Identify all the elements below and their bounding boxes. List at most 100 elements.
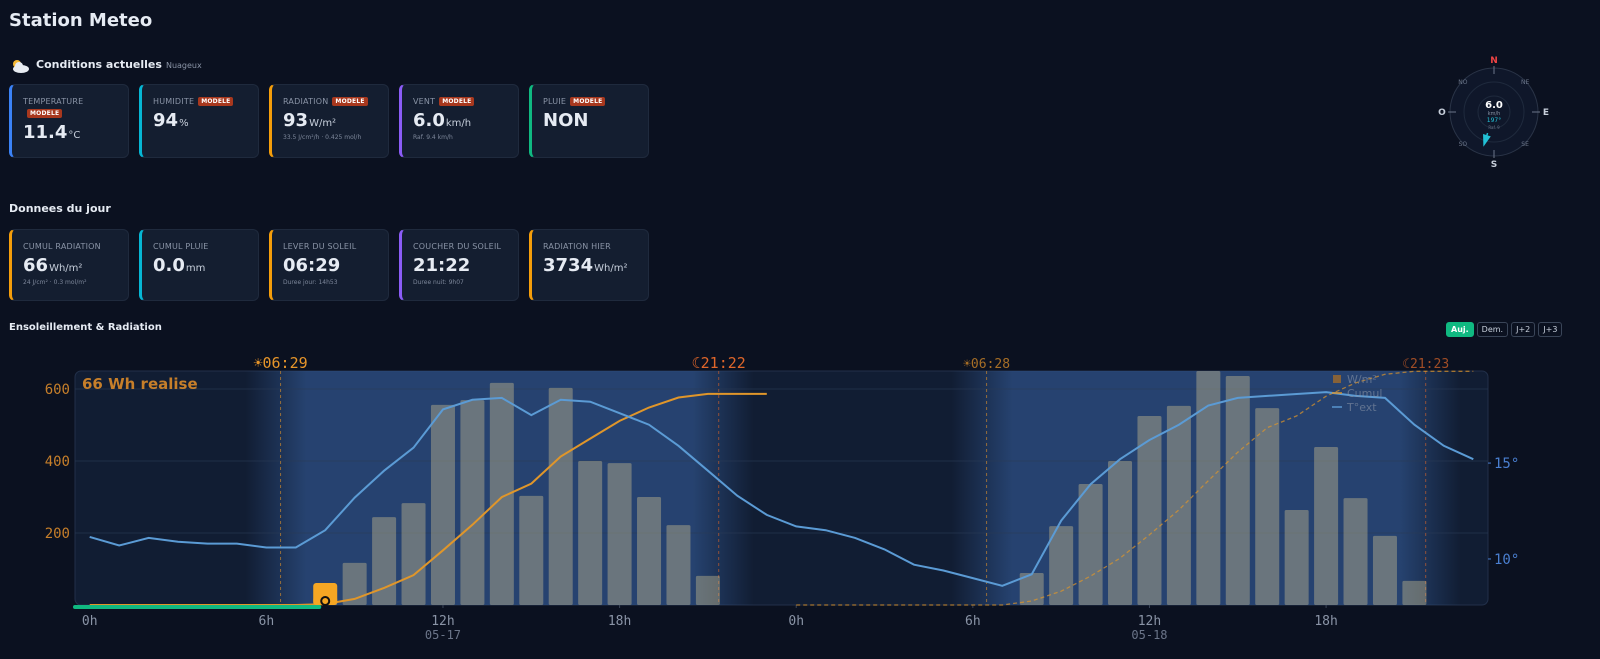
sun-event-label: ☾21:23 bbox=[1402, 357, 1449, 372]
metric-card: HUMIDITE MODELE 94% bbox=[139, 84, 259, 158]
card-unit: W/m² bbox=[309, 118, 337, 129]
radiation-bar bbox=[1196, 371, 1221, 605]
card-detail: Duree nuit: 9h07 bbox=[413, 279, 464, 286]
section-title: Donnees du jour bbox=[9, 202, 111, 215]
radiation-bar bbox=[1108, 461, 1133, 605]
legend-swatch bbox=[1333, 375, 1341, 383]
day-button[interactable]: Auj. bbox=[1446, 322, 1474, 337]
x-tick-label: 18h bbox=[608, 614, 631, 629]
radiation-bar bbox=[1255, 408, 1280, 605]
current-cards: TEMPERATURE MODELE 11.4°C HUMIDITE MODELE 94%… bbox=[9, 84, 649, 158]
radiation-bar bbox=[548, 387, 573, 605]
daily-cards: CUMUL RADIATION 66Wh/m² 24 J/cm² · 0.3 mol… bbox=[9, 229, 649, 301]
card-value: 11.4 bbox=[23, 122, 68, 143]
card-value-row: 93W/m² bbox=[283, 110, 378, 131]
day-button[interactable]: J+2 bbox=[1511, 322, 1536, 337]
y-tick-label: 400 bbox=[45, 454, 70, 470]
day-selector: Auj. Dem. J+2 J+3 bbox=[1446, 322, 1563, 337]
radiation-bar bbox=[1225, 376, 1250, 605]
series-line bbox=[89, 391, 1474, 587]
metric-card: RADIATION MODELE 93W/m² 33.5 J/cm²/h · 0.42… bbox=[269, 84, 389, 158]
wind-gust: Raf. 9 bbox=[1488, 125, 1500, 130]
now-marker bbox=[313, 583, 338, 605]
model-badge: MODELE bbox=[198, 97, 234, 106]
card-header: VENT MODELE bbox=[413, 97, 508, 106]
card-value-row: 66Wh/m² bbox=[23, 255, 118, 276]
card-value: 06:29 bbox=[283, 255, 341, 276]
metric-card: COUCHER DU SOLEIL 21:22 Duree nuit: 9h07 bbox=[399, 229, 519, 301]
y-tick-label: 600 bbox=[45, 382, 70, 398]
x-tick-label: 12h bbox=[431, 614, 454, 629]
card-header: HUMIDITE MODELE bbox=[153, 97, 248, 106]
compass-direction: NO bbox=[1458, 79, 1467, 86]
card-value: NON bbox=[543, 110, 589, 131]
radiation-bar bbox=[519, 495, 544, 605]
model-badge: MODELE bbox=[332, 97, 368, 106]
card-unit: % bbox=[179, 118, 189, 129]
radiation-bar bbox=[460, 400, 485, 605]
card-header: LEVER DU SOLEIL bbox=[283, 242, 378, 251]
legend-label: W/m² bbox=[1347, 373, 1377, 386]
y2-tick-label: 15° bbox=[1494, 456, 1519, 472]
card-header: RADIATION MODELE bbox=[283, 97, 378, 106]
card-detail: Raf. 9.4 km/h bbox=[413, 134, 453, 141]
wind-direction: 197° bbox=[1487, 117, 1501, 124]
metric-card: RADIATION HIER 3734Wh/m² bbox=[529, 229, 649, 301]
series-line bbox=[796, 370, 1474, 606]
section-title: Ensoleillement & Radiation bbox=[9, 322, 162, 333]
radiation-bar bbox=[695, 575, 720, 605]
card-detail: 33.5 J/cm²/h · 0.425 mol/h bbox=[283, 134, 362, 141]
sun-event-label: ☾21:22 bbox=[692, 354, 746, 372]
card-unit: mm bbox=[185, 263, 206, 274]
page-title: Station Meteo bbox=[9, 10, 153, 31]
card-label: CUMUL PLUIE bbox=[153, 242, 209, 251]
radiation-bar bbox=[637, 497, 662, 605]
sun-event-label: ☀06:29 bbox=[253, 354, 307, 372]
x-tick-label: 12h bbox=[1138, 614, 1161, 629]
radiation-bar bbox=[401, 503, 426, 605]
card-label: RADIATION bbox=[283, 97, 329, 106]
card-value-row: 6.0km/h bbox=[413, 110, 508, 131]
card-value: 21:22 bbox=[413, 255, 471, 276]
wind-speed: 6.0 bbox=[1485, 100, 1503, 111]
sun-event-label: ☀06:28 bbox=[963, 357, 1010, 372]
card-value: 0.0 bbox=[153, 255, 185, 276]
card-header: COUCHER DU SOLEIL bbox=[413, 242, 508, 251]
date-label: 05-17 bbox=[425, 628, 461, 642]
radiation-bar bbox=[1284, 509, 1309, 605]
card-value: 3734 bbox=[543, 255, 594, 276]
compass-direction: NE bbox=[1521, 79, 1529, 86]
card-label: RADIATION HIER bbox=[543, 242, 611, 251]
x-tick-label: 6h bbox=[965, 614, 981, 629]
radiation-bar bbox=[489, 382, 514, 605]
radiation-bar bbox=[342, 562, 367, 605]
day-button[interactable]: J+3 bbox=[1538, 322, 1563, 337]
radiation-bar bbox=[1343, 498, 1368, 605]
x-tick-label: 6h bbox=[259, 614, 275, 629]
section-title: Conditions actuelles bbox=[36, 58, 162, 71]
card-header: TEMPERATURE MODELE bbox=[23, 97, 118, 118]
y2-tick-label: 10° bbox=[1494, 552, 1519, 568]
daylight-band bbox=[245, 371, 754, 605]
x-tick-label: 18h bbox=[1314, 614, 1337, 629]
card-value: 6.0 bbox=[413, 110, 445, 131]
model-badge: MODELE bbox=[439, 97, 475, 106]
card-value-row: 0.0mm bbox=[153, 255, 248, 276]
radiation-bar bbox=[1049, 526, 1074, 605]
x-tick-label: 0h bbox=[82, 614, 98, 629]
metric-card: VENT MODELE 6.0km/h Raf. 9.4 km/h bbox=[399, 84, 519, 158]
card-value-row: 21:22 bbox=[413, 255, 508, 276]
radiation-bar bbox=[578, 461, 603, 605]
radiation-bar bbox=[1372, 535, 1397, 605]
card-value: 66 bbox=[23, 255, 49, 276]
radiation-bar bbox=[666, 525, 691, 605]
y-tick-label: 200 bbox=[45, 526, 70, 542]
day-button[interactable]: Dem. bbox=[1476, 322, 1509, 337]
radiation-bar bbox=[1402, 580, 1427, 605]
compass-ring bbox=[1477, 95, 1511, 129]
metric-card: CUMUL PLUIE 0.0mm bbox=[139, 229, 259, 301]
card-value-row: NON bbox=[543, 110, 638, 131]
card-detail: 24 J/cm² · 0.3 mol/m² bbox=[23, 279, 87, 286]
